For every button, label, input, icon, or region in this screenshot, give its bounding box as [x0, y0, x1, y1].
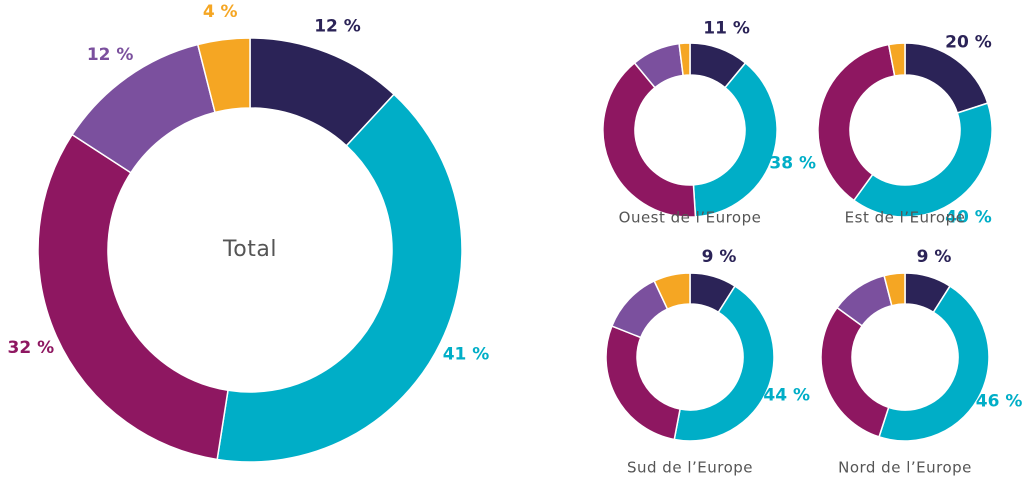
- chart-title: Sud de l’Europe: [627, 459, 753, 477]
- chart-title: Ouest de l’Europe: [619, 209, 762, 227]
- donut-segment: [692, 61, 778, 218]
- donut-segment: [37, 133, 229, 461]
- donut-segment: [216, 93, 463, 463]
- donut-segment: [602, 61, 697, 218]
- value-label: 20 %: [945, 33, 992, 53]
- donut-segment: [196, 37, 251, 114]
- donut-segment: [653, 272, 691, 311]
- value-label: 4 %: [203, 2, 238, 22]
- donut-segment: [883, 272, 906, 307]
- chart-title: Total: [222, 237, 277, 262]
- donut-segment: [820, 306, 890, 438]
- donut-segment: [678, 42, 691, 77]
- chart-title: Est de l’Europe: [845, 209, 966, 227]
- value-label: 41 %: [443, 345, 490, 365]
- value-label: 46 %: [976, 391, 1023, 411]
- value-label: 12 %: [314, 17, 361, 37]
- value-label: 12 %: [87, 45, 134, 65]
- donut-segment: [887, 42, 906, 77]
- value-label: 9 %: [702, 247, 737, 267]
- value-label: 38 %: [769, 153, 816, 173]
- value-label: 9 %: [917, 247, 952, 267]
- value-label: 32 %: [8, 338, 55, 358]
- donut-segment: [605, 325, 681, 441]
- value-label: 11 %: [703, 18, 750, 38]
- chart-title: Nord de l’Europe: [838, 459, 972, 477]
- donut-segment: [852, 102, 993, 218]
- donut-segment: [878, 285, 990, 442]
- donut-segment: [817, 43, 896, 202]
- value-label: 40 %: [945, 207, 992, 227]
- donut-segment: [904, 42, 989, 114]
- value-label: 44 %: [763, 385, 810, 405]
- donut-segment: [673, 285, 775, 442]
